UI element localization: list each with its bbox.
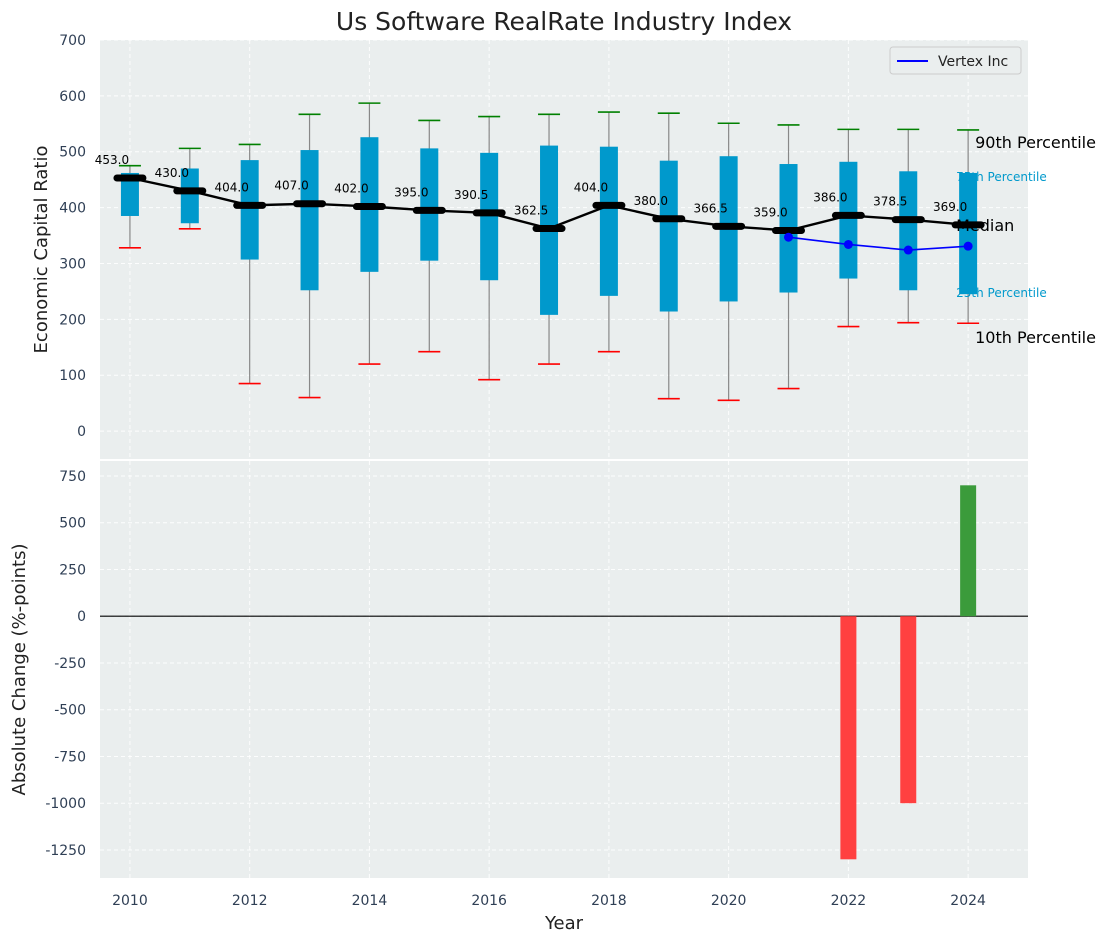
x-tick-label: 2010 bbox=[112, 893, 148, 909]
bottom-y-axis-label: Absolute Change (%-points) bbox=[9, 544, 30, 796]
change-bar-2024 bbox=[960, 485, 977, 617]
company-line bbox=[788, 236, 969, 251]
median-value-label-2021: 359.0 bbox=[753, 206, 787, 220]
annotation-median: Median bbox=[956, 216, 1014, 235]
x-tick-label: 2018 bbox=[591, 893, 627, 909]
bottom-y-tick-label: 750 bbox=[59, 469, 86, 485]
median-value-label-2023: 378.5 bbox=[873, 195, 907, 209]
box-2016 bbox=[480, 152, 499, 281]
x-tick-label: 2024 bbox=[950, 893, 986, 909]
company-point-2022 bbox=[843, 239, 853, 249]
median-value-label-2013: 407.0 bbox=[274, 179, 308, 193]
x-tick-label: 2020 bbox=[711, 893, 747, 909]
top-y-tick-label: 400 bbox=[59, 201, 86, 217]
median-value-label-2010: 453.0 bbox=[95, 153, 129, 167]
median-value-label-2012: 404.0 bbox=[214, 180, 248, 194]
box-2022 bbox=[839, 161, 858, 279]
change-bar-2023 bbox=[900, 616, 917, 804]
bottom-y-tick-label: -1000 bbox=[45, 796, 86, 812]
company-point-2023 bbox=[903, 245, 913, 255]
median-value-label-2020: 366.5 bbox=[693, 201, 727, 215]
bottom-y-tick-label: -250 bbox=[54, 656, 86, 672]
top-y-axis-label: Economic Capital Ratio bbox=[31, 146, 52, 354]
annotation-10th-percentile: 10th Percentile bbox=[975, 328, 1096, 347]
top-plot-area bbox=[100, 40, 1028, 459]
x-tick-label: 2014 bbox=[352, 893, 388, 909]
bottom-y-tick-label: -500 bbox=[54, 703, 86, 719]
median-value-label-2018: 404.0 bbox=[574, 180, 608, 194]
median-value-label-2022: 386.0 bbox=[813, 190, 847, 204]
top-y-tick-label: 0 bbox=[77, 424, 86, 440]
annotation-25th-percentile: 25th Percentile bbox=[956, 286, 1047, 300]
company-point-2021 bbox=[784, 232, 794, 242]
x-tick-label: 2012 bbox=[232, 893, 268, 909]
box-2010 bbox=[120, 172, 139, 216]
box-2013 bbox=[300, 150, 319, 291]
median-value-label-2019: 380.0 bbox=[634, 194, 668, 208]
median-value-label-2014: 402.0 bbox=[334, 181, 368, 195]
bottom-y-tick-label: 0 bbox=[77, 609, 86, 625]
box-2019 bbox=[659, 160, 678, 312]
company-point-2024 bbox=[963, 241, 973, 251]
bottom-y-tick-label: -750 bbox=[54, 749, 86, 765]
box-2015 bbox=[420, 148, 439, 261]
bottom-plot-area bbox=[100, 461, 1028, 878]
box-2012 bbox=[240, 160, 259, 260]
median-value-label-2015: 395.0 bbox=[394, 185, 428, 199]
top-y-tick-label: 700 bbox=[59, 33, 86, 49]
median-value-label-2011: 430.0 bbox=[155, 166, 189, 180]
box-2011 bbox=[180, 168, 199, 224]
change-bar-2022 bbox=[840, 616, 857, 860]
box-2024 bbox=[959, 172, 978, 295]
annotation-90th-percentile: 90th Percentile bbox=[975, 133, 1096, 152]
box-2018 bbox=[599, 146, 618, 296]
bottom-y-tick-label: -1250 bbox=[45, 843, 86, 859]
x-tick-label: 2016 bbox=[471, 893, 507, 909]
chart-title: Us Software RealRate Industry Index bbox=[336, 7, 792, 36]
median-value-label-2017: 362.5 bbox=[514, 204, 548, 218]
box-2023 bbox=[899, 171, 918, 291]
bottom-y-tick-label: 500 bbox=[59, 516, 86, 532]
x-axis-label: Year bbox=[544, 913, 584, 934]
top-y-tick-label: 500 bbox=[59, 145, 86, 161]
median-value-label-2016: 390.5 bbox=[454, 188, 488, 202]
legend-box bbox=[889, 46, 1022, 75]
legend-label-vertex-inc: Vertex Inc bbox=[938, 54, 1008, 70]
x-tick-label: 2022 bbox=[831, 893, 867, 909]
annotation-75th-percentile: 75th Percentile bbox=[956, 170, 1047, 184]
top-y-tick-label: 600 bbox=[59, 89, 86, 105]
top-y-tick-label: 200 bbox=[59, 312, 86, 328]
top-y-tick-label: 300 bbox=[59, 256, 86, 272]
bottom-y-tick-label: 250 bbox=[59, 562, 86, 578]
median-value-label-2024: 369.0 bbox=[933, 200, 967, 214]
top-y-tick-label: 100 bbox=[59, 368, 86, 384]
